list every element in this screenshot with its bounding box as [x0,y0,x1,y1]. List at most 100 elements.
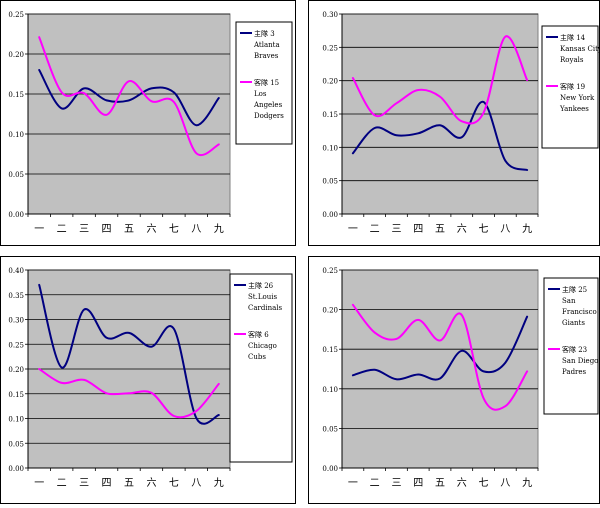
legend-label-1-1: Braves [254,52,279,60]
legend-label-2-1: Kansas City [560,45,600,53]
legend-label-4-2: Padres [562,368,587,376]
y-tick-label-3: 0.05 [8,440,24,448]
legend-label-2-1: 主隊 14 [560,33,586,42]
x-tick-label-1: 一 [34,224,44,235]
legend-label-1-2: Angeles [253,101,283,109]
legend-label-1-1: 主隊 3 [254,29,275,38]
x-tick-label-2: 八 [500,224,510,235]
y-tick-label-1: 0.00 [8,211,24,219]
series-line-2-1 [351,100,529,171]
x-tick-label-2: 五 [435,224,445,235]
x-tick-label-3: 八 [191,478,201,489]
x-tick-label-3: 二 [57,478,67,489]
y-tick-label-4: 0.10 [322,386,338,394]
chart-svg-2: 0.00 0.05 0.10 0.15 0.20 0.25 0.30 一 二三 四 五 六七八 九 主隊 … [308,0,600,246]
y-tick-label-3: 0.20 [8,366,24,374]
legend-label-1-2: 客隊 15 [254,78,279,87]
x-tick-label-1: 二 [57,224,67,235]
x-tick-label-3: 一 [34,478,44,489]
legend-label-4-1: Giants [562,319,585,327]
x-tick-label-3: 三 [79,478,89,489]
x-tick-label-2: 一 [348,224,358,235]
x-tick-label-4: 四 [413,478,423,489]
x-tick-label-2: 九 [522,223,532,235]
x-tick-label-3: 九 [214,477,224,489]
plot-area-1 [27,13,231,215]
legend-label-3-2: Cubs [248,353,266,361]
legend-label-2-2: Yankees [559,105,589,113]
legend-label-1-2: Dodgers [254,112,284,120]
y-tick-label-2: 0.05 [322,178,338,186]
x-tick-label-2: 二 [370,224,380,235]
y-tick-label-2: 0.15 [322,111,338,119]
y-tick-label-2: 0.30 [322,11,338,19]
y-tick-label-3: 0.30 [8,317,24,325]
x-tick-label-2: 三 [391,224,401,235]
y-tick-label-1: 0.20 [8,51,24,59]
legend-label-2-1: Royals [560,56,584,64]
x-tick-label-1: 三 [79,224,89,235]
y-tick-label-2: 0.00 [322,211,338,219]
y-tick-label-3: 0.15 [8,391,24,399]
y-tick-label-4: 0.25 [322,267,338,275]
chart-svg-4: 0.00 0.05 0.10 0.15 0.20 0.25 一 二三 四 五 六七八 九 主隊 25 Sa… [308,256,600,504]
x-tick-label-4: 五 [435,478,445,489]
y-tick-label-4: 0.20 [322,307,338,315]
legend-label-3-2: Chicago [248,342,277,350]
x-tick-label-1: 九 [214,223,224,235]
y-tick-label-2: 0.10 [322,144,338,152]
legend-box-4 [543,277,599,415]
legend-label-2-2: New York [560,94,595,102]
x-tick-label-2: 四 [413,224,423,235]
legend-label-1-1: Atlanta [253,41,280,49]
y-tick-label-1: 0.25 [8,11,24,19]
x-tick-label-4: 二 [370,478,380,489]
x-tick-label-3: 五 [124,478,134,489]
y-tick-label-4: 0.15 [322,346,338,354]
chart-svg-3: 0.00 0.05 0.10 0.15 0.20 0.25 0.30 0.35 0.40 一 二 三 四… [0,256,296,504]
x-tick-label-2: 七 [479,223,489,235]
legend-label-4-1: Francisco [562,308,597,316]
legend-label-1-2: Los [254,90,267,98]
legend-label-2-2: 客隊 19 [560,82,585,91]
y-tick-label-3: 0.10 [8,416,24,424]
x-tick-label-1: 七 [169,223,179,235]
y-tick-label-2: 0.20 [322,78,338,86]
x-tick-label-3: 六 [146,477,156,489]
x-tick-label-4: 七 [479,477,489,489]
chart-panel-3: 0.00 0.05 0.10 0.15 0.20 0.25 0.30 0.35 0.40 一 二 三 四… [0,256,296,504]
legend-label-4-2: San Diego [562,357,598,365]
series-line-2-2 [351,35,529,125]
legend-label-3-1: St.Louis [248,293,277,301]
series-line-3-2 [38,368,220,419]
y-tick-label-3: 0.25 [8,341,24,349]
x-tick-label-1: 五 [124,224,134,235]
y-tick-label-1: 0.10 [8,131,24,139]
series-line-1-2 [38,36,220,157]
series-line-1-1 [38,69,220,127]
y-tick-label-3: 0.35 [8,292,24,300]
legend-label-4-1: 主隊 25 [562,285,587,294]
x-tick-label-2: 六 [457,223,467,235]
legend-box-3 [229,273,293,463]
y-tick-label-4: 0.00 [322,465,338,473]
series-line-3-1 [38,283,220,425]
y-tick-label-2: 0.25 [322,44,338,52]
x-tick-label-1: 八 [191,224,201,235]
chart-panel-1: 0.00 0.05 0.10 0.15 0.20 0.25 一 二 三 四 五 六 七 八 九 主隊 3 Atl… [0,0,296,246]
legend-label-3-1: 主隊 26 [248,281,274,290]
chart-panel-2: 0.00 0.05 0.10 0.15 0.20 0.25 0.30 一 二三 四 五 六七八 九 主隊 … [308,0,600,246]
series-line-4-2 [351,303,529,411]
x-tick-label-4: 六 [457,477,467,489]
legend-label-4-2: 客隊 23 [562,345,587,354]
x-tick-label-4: 九 [522,477,532,489]
x-tick-label-1: 四 [102,224,112,235]
chart-panel-4: 0.00 0.05 0.10 0.15 0.20 0.25 一 二三 四 五 六七八 九 主隊 25 Sa… [308,256,600,504]
y-tick-label-1: 0.05 [8,171,24,179]
legend-label-3-1: Cardinals [248,304,283,312]
y-tick-label-3: 0.40 [8,267,24,275]
y-tick-label-4: 0.05 [322,425,338,433]
legend-label-4-1: San [562,297,576,305]
x-tick-label-4: 三 [391,478,401,489]
y-tick-label-1: 0.15 [8,91,24,99]
